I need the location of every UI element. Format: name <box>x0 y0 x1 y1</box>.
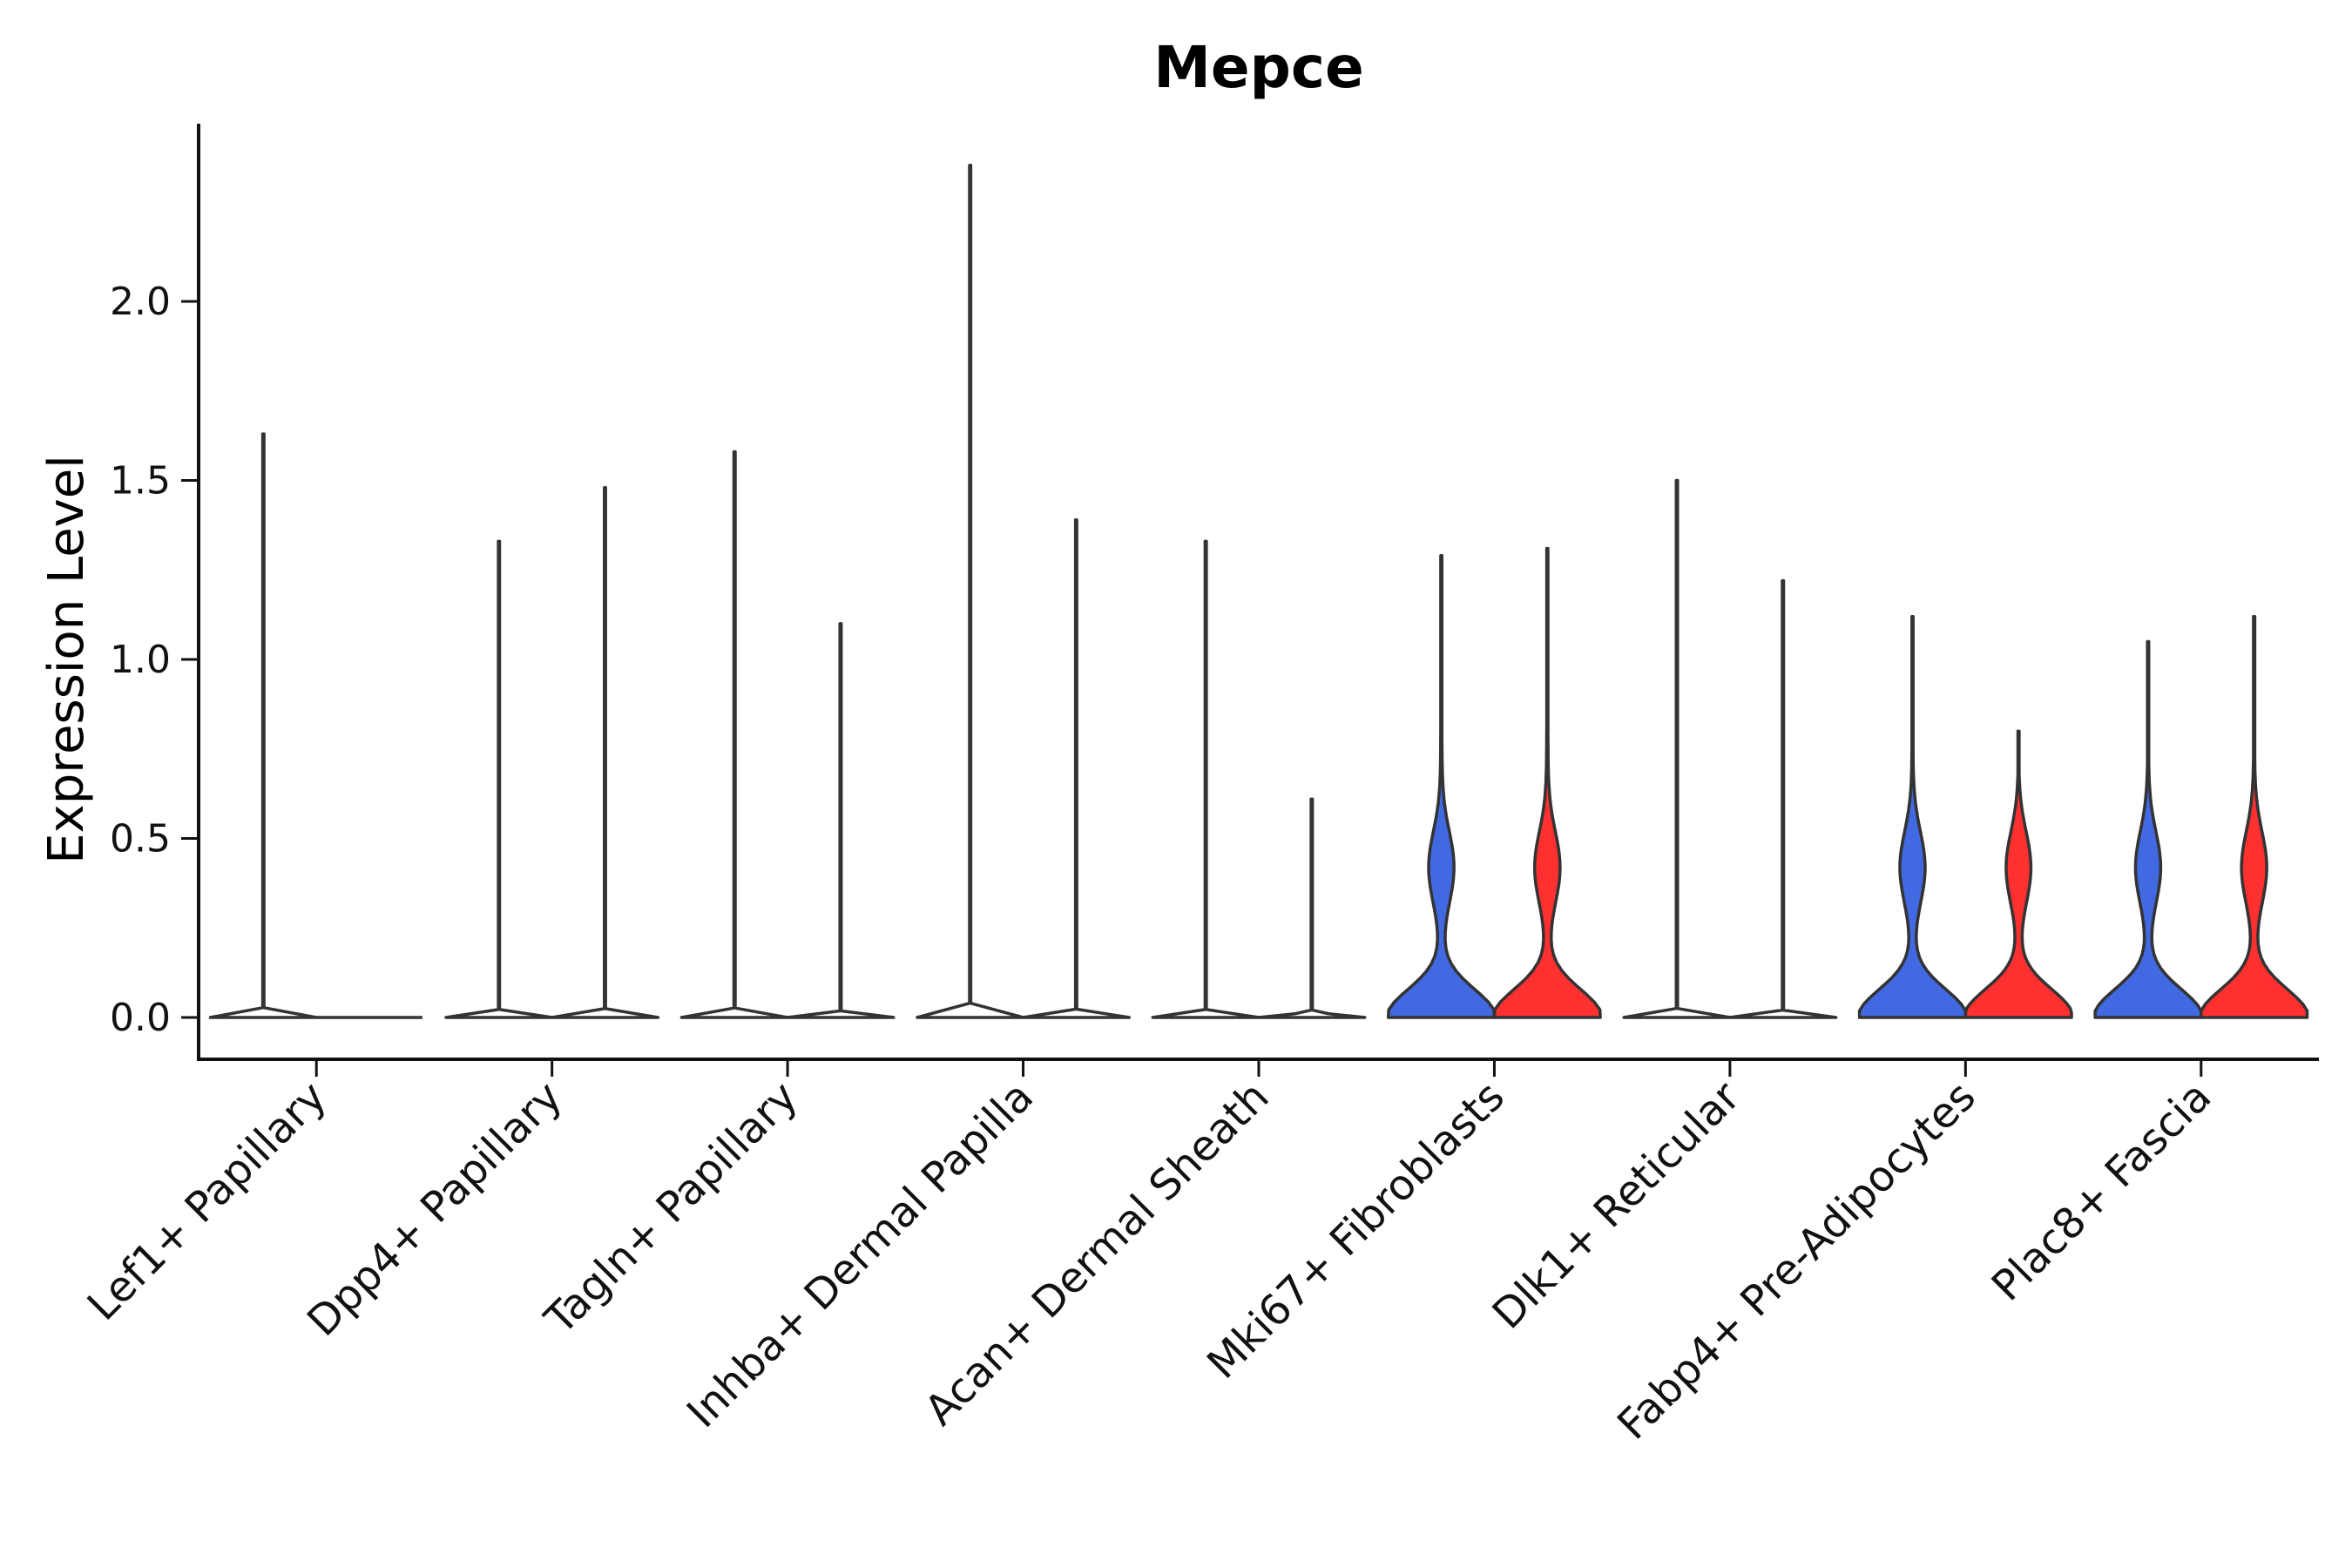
violin-group2-8 <box>2200 614 2309 1019</box>
axes <box>197 124 2319 1061</box>
violin-group1-6 <box>1622 478 1732 1019</box>
violin-group1-7 <box>1857 614 1968 1019</box>
violin-group1-3 <box>916 164 1025 1019</box>
violin-group1-4 <box>1151 539 1260 1019</box>
violin-group2-3 <box>1021 517 1132 1019</box>
x-tick-label: Plac8+ Fascia <box>1983 1072 2221 1311</box>
violin-group2-5 <box>1492 546 1602 1019</box>
x-tick-label: Dlk1+ Reticular <box>1484 1072 1750 1339</box>
violin-group1-1 <box>444 539 554 1019</box>
y-tick-label: 1.0 <box>110 638 171 682</box>
x-tick-label: Dpp4+ Papillary <box>298 1072 571 1346</box>
y-tick-label: 0.5 <box>110 817 171 862</box>
violin-group2-4 <box>1257 797 1367 1019</box>
y-axis-label: Expression Level <box>38 455 95 864</box>
violin-group1-5 <box>1386 554 1497 1019</box>
violin-group1-8 <box>2093 639 2203 1019</box>
violin-group1-0 <box>208 432 318 1019</box>
violin-group2-2 <box>786 622 896 1019</box>
y-ticks: 0.0 0.5 1.0 1.5 2.0 <box>110 280 199 1040</box>
x-tick-label: Tagln+ Papillary <box>535 1072 807 1344</box>
violin-group1-2 <box>679 449 789 1019</box>
violins <box>208 164 2309 1019</box>
y-tick-label: 2.0 <box>110 280 171 324</box>
chart-title: Mepce <box>1153 34 1364 101</box>
violin-group2-7 <box>1963 729 2073 1019</box>
violin-group2-6 <box>1728 578 1838 1019</box>
y-tick-label: 0.0 <box>110 996 171 1040</box>
x-tick-label: Lef1+ Papillary <box>78 1072 336 1330</box>
y-tick-label: 1.5 <box>110 459 171 504</box>
violin-group2-1 <box>550 485 660 1019</box>
